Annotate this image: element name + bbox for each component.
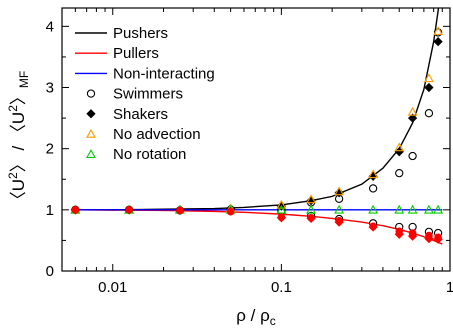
legend-no-rotation-swatch <box>86 149 96 158</box>
x-tick-label: 0.01 <box>98 279 127 296</box>
x-tick-label: 1 <box>446 279 453 296</box>
legend-no-advection-label: No advection <box>113 126 201 143</box>
no-rotation-point <box>394 204 405 214</box>
swimmers-point <box>408 151 417 161</box>
y-axis-label: 〈U2〉 / 〈U2〉MF <box>6 71 31 208</box>
series-7-point <box>226 207 235 216</box>
legend: Pushers Pullers Non-interacting Swimmers Sha… <box>75 25 215 163</box>
no-rotation-point <box>276 204 287 214</box>
series-markers <box>70 26 444 244</box>
y-tick-label: 1 <box>46 202 54 219</box>
series-8-point <box>433 234 443 244</box>
no-advection-point <box>423 73 434 83</box>
no-advection-point <box>306 194 317 204</box>
legend-no-advection-swatch <box>86 128 96 138</box>
x-axis-label: ρ / ρc <box>236 306 276 328</box>
series-8-point <box>334 217 344 227</box>
swimmers-point <box>424 109 434 118</box>
series-8-point <box>368 222 378 232</box>
legend-pushers-label: Pushers <box>113 25 168 42</box>
axes-ticks: 0.01 0.1 1 0 1 2 3 4 <box>46 8 453 296</box>
axis-labels: ρ / ρc 〈U2〉 / 〈U2〉MF <box>6 71 276 328</box>
legend-shakers-swatch <box>86 109 96 119</box>
no-advection-point <box>433 26 444 35</box>
legend-pullers-label: Pullers <box>113 45 159 62</box>
x-tick-label: 0.1 <box>271 279 292 296</box>
pullers-line <box>75 209 443 245</box>
series-7-point <box>71 206 80 214</box>
no-advection-point <box>276 199 287 209</box>
legend-non-interacting-label: Non-interacting <box>113 65 215 82</box>
series-7-point <box>125 206 133 214</box>
series-7-point <box>176 206 184 215</box>
plot-frame <box>61 7 451 272</box>
legend-swimmers-label: Swimmers <box>113 86 183 103</box>
y-tick-label: 0 <box>46 263 54 280</box>
no-rotation-point <box>433 204 444 214</box>
y-tick-label: 2 <box>46 141 54 158</box>
y-tick-label: 3 <box>46 80 54 97</box>
pushers-line <box>75 8 440 211</box>
no-advection-point <box>407 106 418 116</box>
swimmers-point <box>395 168 404 178</box>
swimmers-point <box>368 184 378 193</box>
shakers-point <box>433 37 443 47</box>
shakers-point <box>407 113 418 123</box>
no-rotation-point <box>334 204 345 214</box>
series-8-point <box>394 229 404 239</box>
no-advection-point <box>368 169 379 179</box>
no-rotation-point <box>368 204 379 214</box>
y-tick-label: 4 <box>46 18 54 35</box>
legend-no-rotation-label: No rotation <box>113 146 186 163</box>
legend-swimmers-swatch <box>86 89 96 98</box>
series-8-point <box>306 213 316 224</box>
no-rotation-point <box>407 204 418 214</box>
no-rotation-point <box>423 204 434 214</box>
no-rotation-point <box>306 204 317 214</box>
no-advection-point <box>334 186 345 196</box>
legend-shakers-label: Shakers <box>113 106 168 123</box>
shakers-point <box>424 82 434 93</box>
series-8-point <box>424 233 434 244</box>
series-8-point <box>276 213 287 223</box>
series-8-point <box>407 231 418 241</box>
no-advection-point <box>394 142 405 152</box>
